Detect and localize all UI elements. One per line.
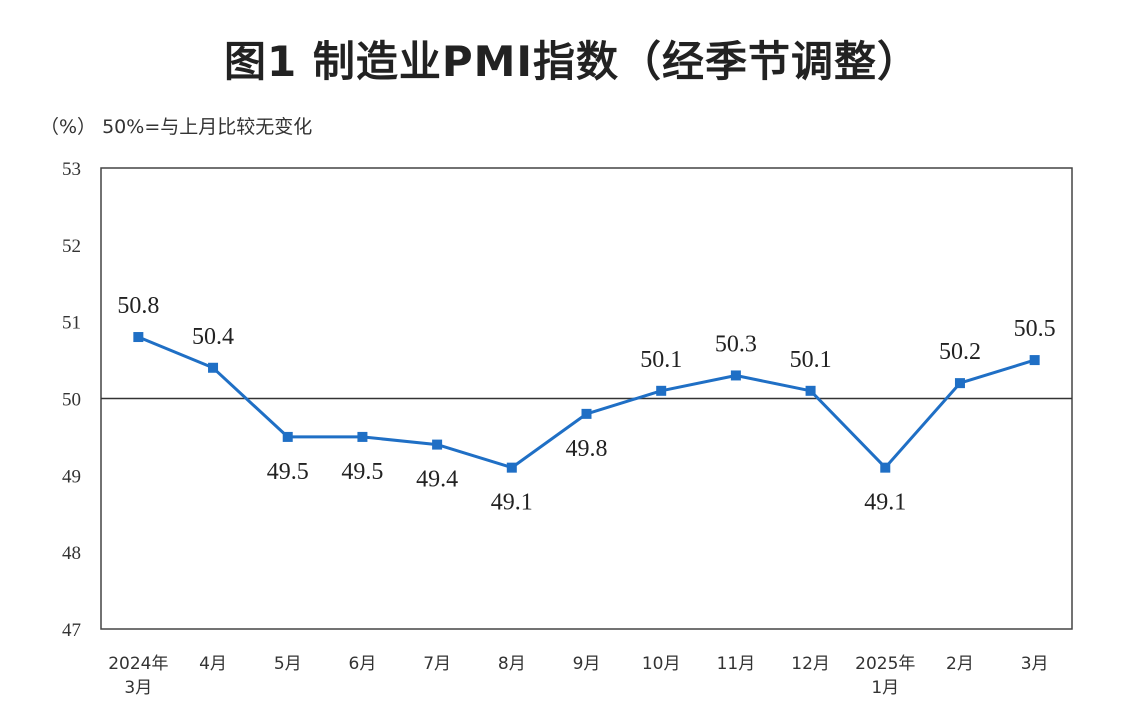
data-point	[357, 431, 368, 442]
y-tick-label: 50	[62, 390, 81, 411]
data-labels: 50.8 50.4 49.5 49.5 49.4 49.1 49.8 50.1 50.3 50.1…	[117, 293, 1055, 516]
y-tick-label: 51	[62, 313, 81, 334]
data-point	[208, 362, 219, 373]
x-tick-label: 2025年	[855, 654, 915, 674]
data-label: 50.2	[939, 339, 981, 365]
y-tick-label: 48	[62, 543, 81, 564]
data-point	[282, 431, 293, 442]
x-tick-label: 3月	[1021, 654, 1049, 674]
y-tick-label: 49	[62, 466, 81, 487]
data-point	[656, 385, 667, 396]
data-point	[880, 462, 891, 473]
data-point	[1029, 355, 1040, 366]
data-label: 50.3	[715, 331, 757, 357]
x-tick-label: 2月	[946, 654, 974, 674]
data-point	[581, 408, 592, 419]
x-tick-label: 9月	[573, 654, 601, 674]
data-point	[133, 332, 144, 343]
data-point	[730, 370, 741, 381]
x-tick-label: 7月	[423, 654, 451, 674]
data-label: 50.8	[117, 293, 159, 319]
x-tick-label: 4月	[199, 654, 227, 674]
data-label: 49.5	[267, 459, 309, 485]
data-point	[432, 439, 443, 450]
data-label: 50.4	[192, 324, 234, 350]
data-label: 49.1	[864, 490, 906, 516]
x-tick-label: 5月	[274, 654, 302, 674]
x-tick-label: 3月	[124, 678, 152, 698]
data-label: 49.1	[491, 490, 533, 516]
data-label: 50.1	[640, 347, 682, 373]
x-tick-label: 2024年	[108, 654, 168, 674]
x-tick-label: 10月	[642, 654, 681, 674]
unit-note: （%） 50%=与上月比较无变化	[40, 116, 313, 138]
x-tick-label: 12月	[791, 654, 830, 674]
x-tick-label: 6月	[349, 654, 377, 674]
data-point	[954, 378, 965, 389]
data-point	[506, 462, 517, 473]
y-tick-label: 52	[62, 236, 81, 257]
data-label: 50.1	[790, 347, 832, 373]
series-pmi	[133, 332, 1040, 473]
x-tick-label: 11月	[717, 654, 756, 674]
data-label: 49.8	[566, 436, 608, 462]
data-point	[805, 385, 816, 396]
y-tick-label: 53	[62, 159, 81, 180]
data-label: 49.5	[341, 459, 383, 485]
y-tick-label: 47	[62, 620, 81, 641]
data-label: 50.5	[1014, 316, 1056, 342]
x-tick-label: 8月	[498, 654, 526, 674]
chart-title: 图1 制造业PMI指数（经季节调整）	[223, 37, 921, 86]
y-axis: 47 48 49 50 51 52 53	[62, 159, 81, 641]
x-tick-label: 1月	[871, 678, 899, 698]
x-axis: 2024年 3月 4月 5月 6月 7月 8月 9月 10月 11月 12月 2025年 1月 2月 3月	[108, 654, 1048, 698]
data-label: 49.4	[416, 467, 458, 493]
